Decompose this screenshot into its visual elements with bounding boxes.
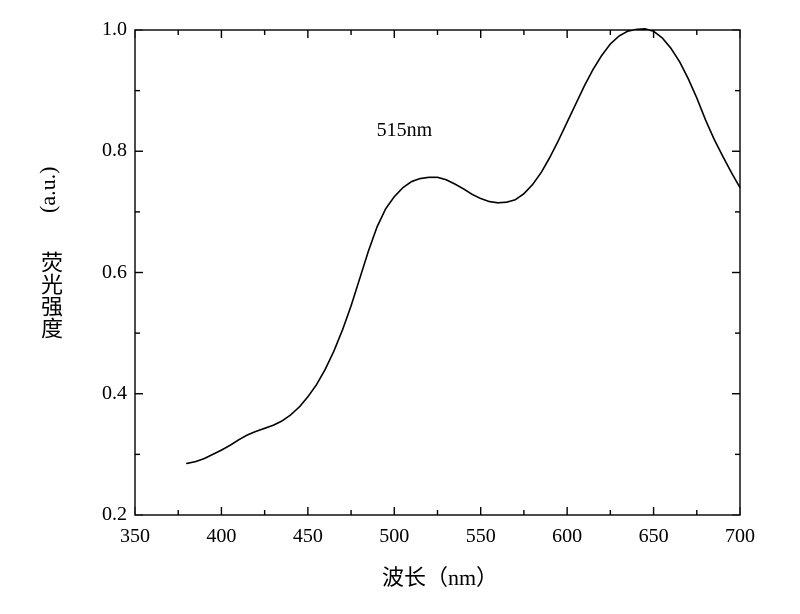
y-tick-label: 0.4 xyxy=(87,382,127,405)
x-tick-label: 500 xyxy=(374,525,414,548)
y-axis-label: 荧光强度 xyxy=(34,215,66,375)
x-tick-label: 350 xyxy=(115,525,155,548)
x-tick-label: 450 xyxy=(288,525,328,548)
x-axis-label: 波长（nm） xyxy=(340,560,540,592)
x-tick-label: 650 xyxy=(634,525,674,548)
chart-container: (a.u.) 荧光强度 波长（nm） 350 400 450 500 550 600 650… xyxy=(0,0,800,614)
y-tick-label: 1.0 xyxy=(87,18,127,41)
x-tick-label: 600 xyxy=(547,525,587,548)
y-tick-label: 0.2 xyxy=(87,503,127,526)
x-tick-label: 700 xyxy=(720,525,760,548)
y-tick-label: 0.6 xyxy=(87,261,127,284)
peak-annotation: 515nm xyxy=(377,119,433,142)
x-tick-label: 400 xyxy=(201,525,241,548)
y-axis-unit-label: (a.u.) xyxy=(35,153,61,213)
x-tick-label: 550 xyxy=(461,525,501,548)
y-tick-label: 0.8 xyxy=(87,139,127,162)
